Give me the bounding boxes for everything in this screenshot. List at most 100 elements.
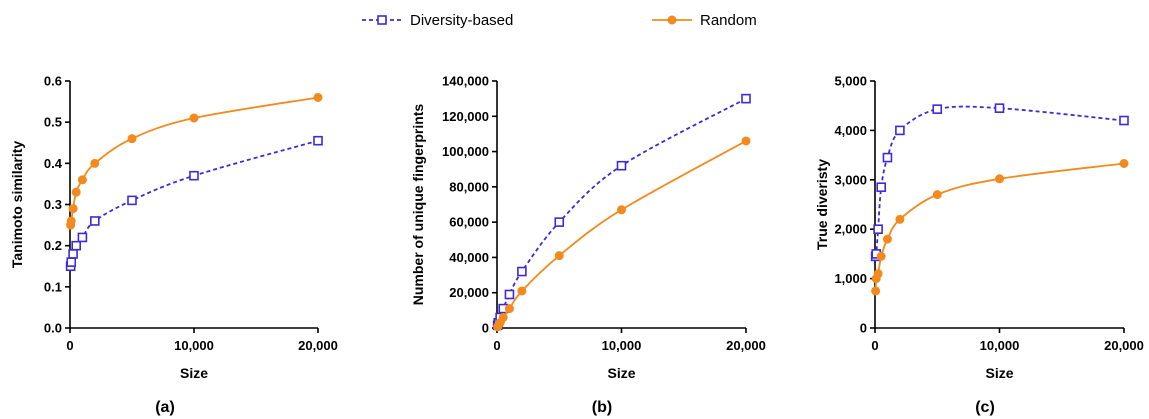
data-point — [504, 289, 515, 300]
data-point — [895, 125, 905, 136]
series-random — [66, 92, 323, 230]
panel-b: 0 20,000 40,000 60,000 80,000 100,000 120,000 1… — [410, 74, 766, 417]
data-point — [741, 93, 751, 104]
y-tick-label: 0.6 — [44, 74, 62, 89]
series-line — [69, 139, 319, 267]
panel-a: 0.0 0.1 0.2 0.3 0.4 0.5 0.6 0 10,000 20,000 Size Ta… — [9, 74, 338, 417]
data-point — [71, 187, 81, 197]
legend-label: Diversity-based — [410, 12, 513, 29]
x-axis-title: Size — [607, 365, 635, 381]
data-point — [77, 232, 88, 243]
y-tick-label: 5,000 — [834, 74, 867, 89]
y-tick-label: 100,000 — [442, 144, 489, 159]
data-point — [882, 234, 892, 244]
panel-label: (a) — [155, 399, 175, 416]
data-point — [994, 103, 1005, 113]
data-point — [876, 251, 886, 261]
x-tick-label: 20,000 — [726, 338, 766, 353]
x-tick-label: 20,000 — [1104, 338, 1144, 353]
data-point — [882, 152, 893, 163]
y-axis-title: Tanimoto similarity — [9, 141, 25, 269]
data-point — [517, 286, 527, 296]
y-tick-label: 0.5 — [44, 115, 62, 130]
y-tick-label: 4,000 — [834, 123, 867, 138]
legend-marker — [377, 15, 387, 25]
data-point — [1119, 158, 1129, 168]
data-point — [554, 217, 565, 227]
axes — [65, 80, 319, 333]
legend-item-diversity-based: Diversity-based — [362, 12, 513, 29]
y-tick-label: 3,000 — [834, 172, 867, 187]
legend-item-random: Random — [652, 12, 757, 29]
data-point — [873, 269, 883, 279]
legend-label: Random — [700, 12, 757, 29]
x-tick-label: 10,000 — [980, 338, 1020, 353]
legend-marker — [667, 15, 677, 25]
x-axis-title: Size — [985, 365, 1013, 381]
series-random — [871, 158, 1129, 296]
y-tick-label: 0 — [482, 321, 489, 336]
panel-c: 0 1,000 2,000 3,000 4,000 5,000 0 10,000 20,000 S… — [814, 74, 1144, 417]
y-tick-label: 0.0 — [44, 321, 62, 336]
y-axis-title: True diveristy — [814, 159, 830, 250]
series-diversity-based — [65, 135, 323, 272]
panels: 0.0 0.1 0.2 0.3 0.4 0.5 0.6 0 10,000 20,000 Size Ta… — [9, 74, 1144, 417]
panel-label: (b) — [592, 399, 612, 416]
data-point — [313, 92, 323, 102]
data-point — [932, 104, 943, 114]
y-tick-label: 2,000 — [834, 222, 867, 237]
data-point — [189, 170, 199, 181]
y-tick-label: 120,000 — [442, 109, 489, 124]
panel-label: (c) — [975, 399, 995, 416]
data-point — [873, 224, 883, 234]
y-tick-label: 80,000 — [449, 179, 489, 194]
data-point — [127, 195, 137, 206]
data-point — [1119, 115, 1129, 126]
data-point — [617, 205, 626, 215]
data-point — [90, 216, 100, 226]
y-tick-label: 140,000 — [442, 74, 489, 89]
y-tick-label: 0 — [860, 321, 867, 336]
y-tick-label: 1,000 — [834, 271, 867, 286]
series-line — [874, 105, 1125, 258]
data-point — [68, 204, 78, 214]
data-point — [517, 266, 527, 277]
data-point — [741, 136, 751, 146]
data-point — [876, 182, 887, 193]
series-random — [493, 136, 751, 332]
data-point — [68, 249, 78, 259]
axes — [870, 80, 1125, 333]
data-point — [995, 174, 1004, 184]
data-point — [498, 312, 508, 322]
x-tick-label: 0 — [493, 338, 500, 353]
data-point — [189, 113, 199, 123]
y-tick-label: 40,000 — [449, 250, 489, 265]
y-tick-label: 60,000 — [449, 215, 489, 230]
data-point — [127, 134, 137, 144]
y-tick-label: 0.2 — [44, 238, 62, 253]
x-tick-label: 10,000 — [174, 338, 214, 353]
y-axis-title: Number of unique fingerprints — [410, 104, 426, 306]
data-point — [932, 190, 942, 200]
x-tick-label: 10,000 — [602, 338, 642, 353]
data-point — [895, 214, 905, 224]
x-tick-label: 0 — [66, 338, 73, 353]
data-point — [66, 216, 76, 226]
y-tick-label: 0.4 — [44, 156, 63, 171]
x-axis-title: Size — [180, 365, 208, 381]
data-point — [90, 158, 100, 168]
data-point — [616, 160, 627, 171]
data-point — [313, 135, 323, 146]
data-point — [66, 257, 77, 267]
y-tick-label: 0.3 — [44, 197, 62, 212]
data-point — [554, 251, 564, 261]
data-point — [77, 175, 87, 185]
data-point — [504, 304, 514, 314]
y-tick-label: 0.1 — [44, 279, 62, 294]
y-tick-label: 20,000 — [449, 285, 489, 300]
legend: Diversity-based Random — [362, 12, 757, 29]
x-tick-label: 0 — [871, 338, 878, 353]
data-point — [871, 286, 881, 296]
x-tick-label: 20,000 — [298, 338, 338, 353]
